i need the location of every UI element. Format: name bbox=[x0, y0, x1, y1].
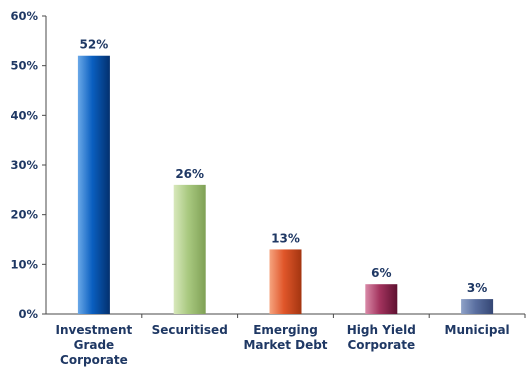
data-label: 3% bbox=[467, 281, 487, 295]
y-tick-label: 30% bbox=[10, 158, 38, 172]
data-label: 6% bbox=[371, 266, 391, 280]
x-axis bbox=[46, 313, 526, 318]
bar bbox=[269, 249, 302, 314]
bar bbox=[365, 284, 398, 314]
category-labels: Investment Grade Corporate Securitised Emerg… bbox=[56, 323, 510, 367]
category-label: Investment Grade Corporate bbox=[56, 323, 133, 367]
category-label: Municipal bbox=[445, 323, 510, 337]
bar bbox=[77, 55, 110, 314]
data-labels: 52% 26% 13% 6% 3% bbox=[80, 38, 488, 295]
bar bbox=[173, 184, 206, 314]
y-tick-label: 0% bbox=[18, 307, 38, 321]
category-label: High Yield Corporate bbox=[347, 323, 416, 352]
y-tick-label: 20% bbox=[10, 208, 38, 222]
data-label: 52% bbox=[80, 38, 109, 52]
y-tick-label: 50% bbox=[10, 59, 38, 73]
category-label: Emerging Market Debt bbox=[243, 323, 327, 352]
y-axis: 0% 10% 20% 30% 40% 50% 60% bbox=[10, 9, 47, 321]
y-tick-label: 10% bbox=[10, 257, 38, 271]
category-label: Securitised bbox=[152, 323, 228, 337]
bar bbox=[461, 299, 494, 314]
y-tick-label: 60% bbox=[10, 9, 38, 23]
data-label: 13% bbox=[271, 231, 300, 245]
y-tick-label: 40% bbox=[10, 108, 38, 122]
data-label: 26% bbox=[175, 167, 204, 181]
bars bbox=[77, 55, 494, 314]
